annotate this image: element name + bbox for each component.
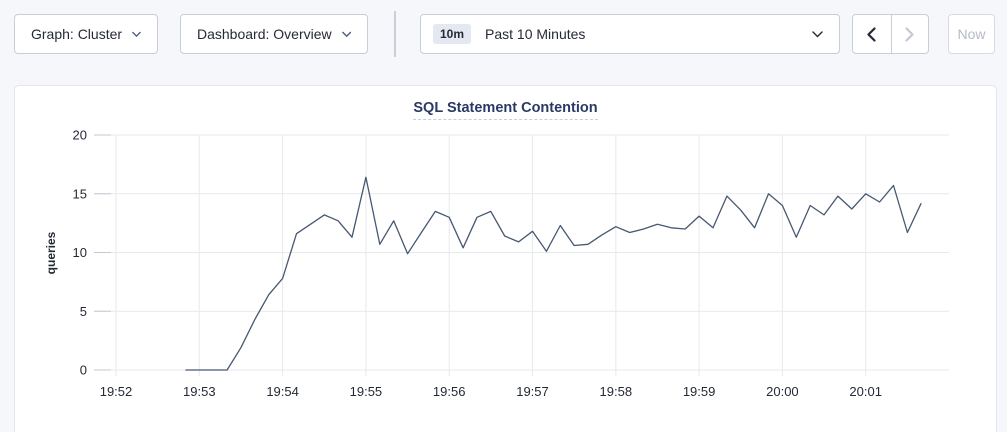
line-chart[interactable]: 0 5 10 15 20 19:52 19:53 19:54 19:55 19:56 19:57 19… [15, 120, 996, 420]
chart-title[interactable]: SQL Statement Contention [413, 100, 598, 120]
x-tick-label: 19:58 [600, 384, 633, 399]
chart-title-row: SQL Statement Contention [15, 99, 996, 120]
series-line-queries [185, 176, 922, 371]
x-tick-label: 19:55 [350, 384, 383, 399]
x-tick-label: 19:53 [183, 384, 216, 399]
chevron-down-icon [341, 31, 351, 37]
time-range-label: Past 10 Minutes [485, 26, 586, 42]
chart-panel: SQL Statement Contention 0 5 10 15 20 19:52 19… [14, 85, 997, 432]
x-tick-label: 19:52 [100, 384, 133, 399]
dashboard-selector-label: Dashboard: Overview [197, 26, 332, 42]
next-range-button[interactable] [890, 15, 929, 53]
graph-selector-label: Graph: Cluster [31, 26, 123, 42]
time-range-picker[interactable]: 10m Past 10 Minutes [420, 14, 840, 54]
now-button[interactable]: Now [948, 14, 995, 54]
x-tick-label: 20:00 [766, 384, 799, 399]
time-range-badge: 10m [433, 24, 472, 44]
y-tick-label: 15 [73, 186, 87, 201]
y-tick-label: 20 [73, 128, 87, 143]
toolbar-divider [394, 11, 396, 57]
y-tick-label: 5 [80, 304, 87, 319]
chevron-right-icon [905, 26, 914, 42]
x-tick-label: 19:57 [516, 384, 549, 399]
y-axis-label: queries [44, 231, 58, 274]
chevron-down-icon [812, 30, 823, 37]
x-tick-label: 19:59 [683, 384, 716, 399]
y-tick-label: 10 [73, 245, 87, 260]
y-tick-label: 0 [80, 363, 87, 378]
chevron-left-icon [867, 26, 876, 42]
time-range-nav [852, 14, 929, 54]
dashboard-selector[interactable]: Dashboard: Overview [180, 14, 368, 54]
prev-range-button[interactable] [853, 15, 891, 53]
chevron-down-icon [132, 31, 141, 37]
x-tick-label: 19:56 [433, 384, 466, 399]
x-tick-label: 19:54 [266, 384, 299, 399]
now-button-label: Now [957, 26, 986, 42]
graph-selector[interactable]: Graph: Cluster [14, 14, 158, 54]
x-tick-label: 20:01 [849, 384, 882, 399]
toolbar: Graph: Cluster Dashboard: Overview 10m P… [0, 0, 1007, 68]
